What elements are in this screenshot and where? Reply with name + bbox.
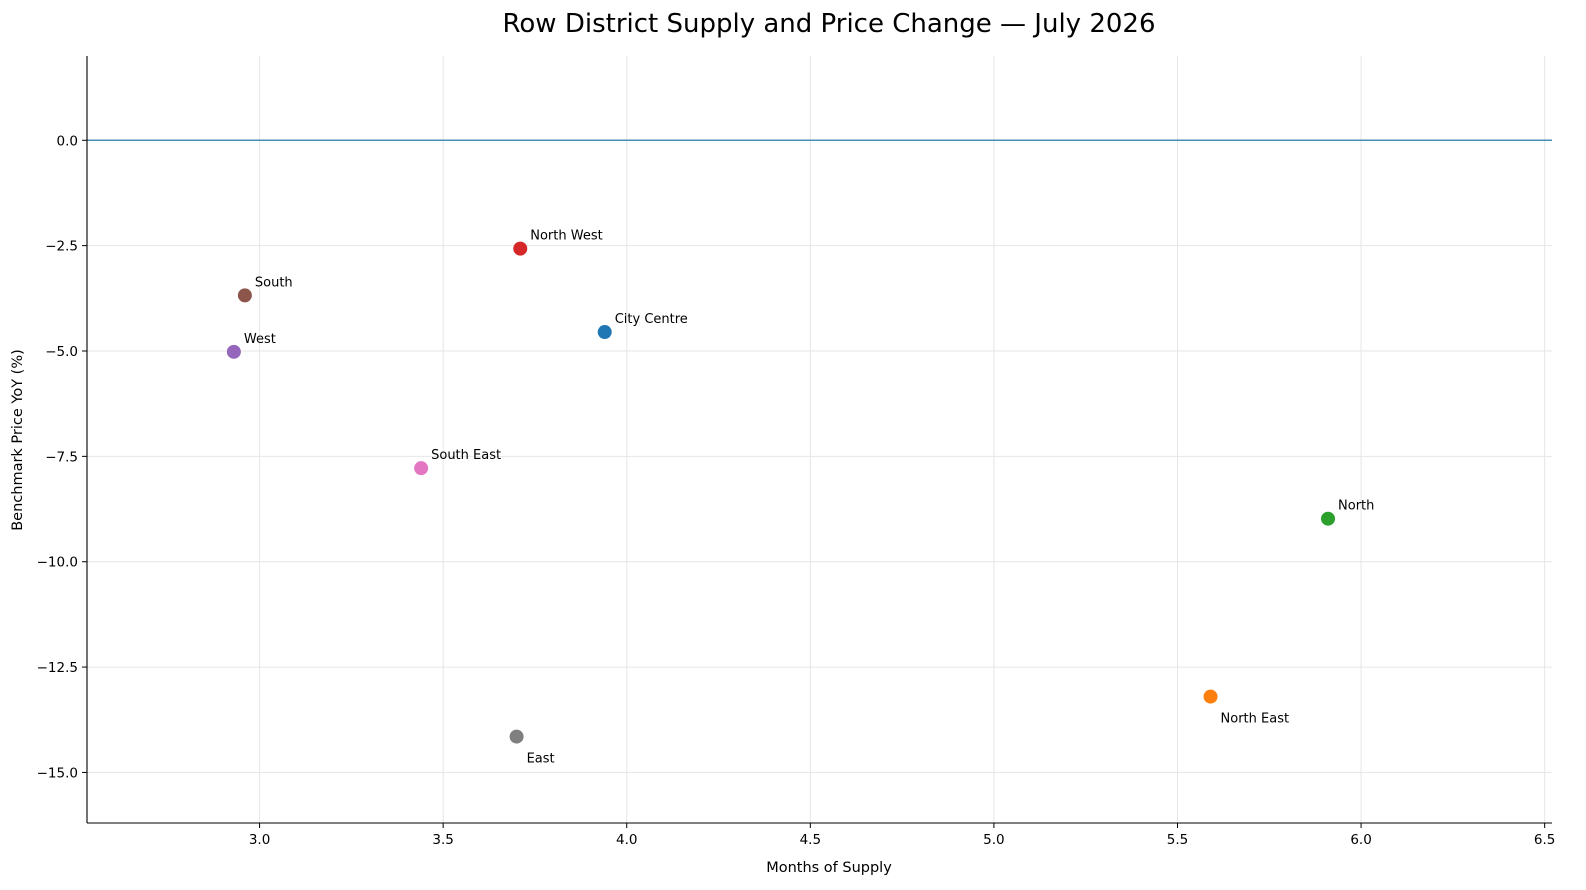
data-points [226, 241, 1336, 744]
y-tick-label: −7.5 [45, 449, 78, 465]
y-tick-label: −12.5 [37, 660, 78, 676]
x-tick-label: 5.5 [1167, 832, 1188, 848]
data-point-label: West [244, 332, 276, 347]
data-point [1203, 689, 1218, 704]
ticks: 3.0 3.5 4.0 4.5 5.0 5.5 6.0 6.5 0.0 −2.5 −5.0 −7.5 −… [37, 133, 1556, 848]
data-point [1321, 511, 1336, 526]
data-point-label: North West [530, 229, 602, 244]
data-point [509, 729, 524, 744]
x-tick-label: 6.0 [1350, 832, 1371, 848]
data-point [414, 461, 429, 476]
y-tick-label: −10.0 [37, 555, 78, 571]
x-axis-label: Months of Supply [766, 860, 892, 876]
x-tick-label: 4.5 [800, 832, 821, 848]
data-point-label: South East [431, 448, 501, 463]
data-point-label: South [255, 275, 293, 290]
y-axis-label: Benchmark Price YoY (%) [10, 349, 26, 531]
y-tick-label: −2.5 [45, 239, 78, 255]
data-point-label: City Centre [615, 312, 688, 327]
data-point [237, 288, 252, 303]
y-tick-label: −5.0 [45, 344, 78, 360]
x-tick-label: 6.5 [1534, 832, 1555, 848]
data-point-label: East [527, 752, 555, 767]
x-tick-label: 5.0 [983, 832, 1004, 848]
x-tick-label: 3.0 [249, 832, 270, 848]
data-labels: City Centre North East North North West West… [244, 229, 1375, 767]
grid [87, 56, 1552, 823]
data-point [513, 241, 528, 256]
data-point [597, 325, 612, 340]
x-tick-label: 3.5 [432, 832, 453, 848]
data-point [226, 344, 241, 359]
data-point-label: North East [1221, 712, 1290, 727]
data-point-label: North [1338, 499, 1374, 514]
y-tick-label: −15.0 [37, 765, 78, 781]
y-tick-label: 0.0 [57, 133, 78, 149]
chart-title: Row District Supply and Price Change — J… [503, 9, 1156, 39]
x-tick-label: 4.0 [616, 832, 637, 848]
axes [86, 56, 1552, 824]
